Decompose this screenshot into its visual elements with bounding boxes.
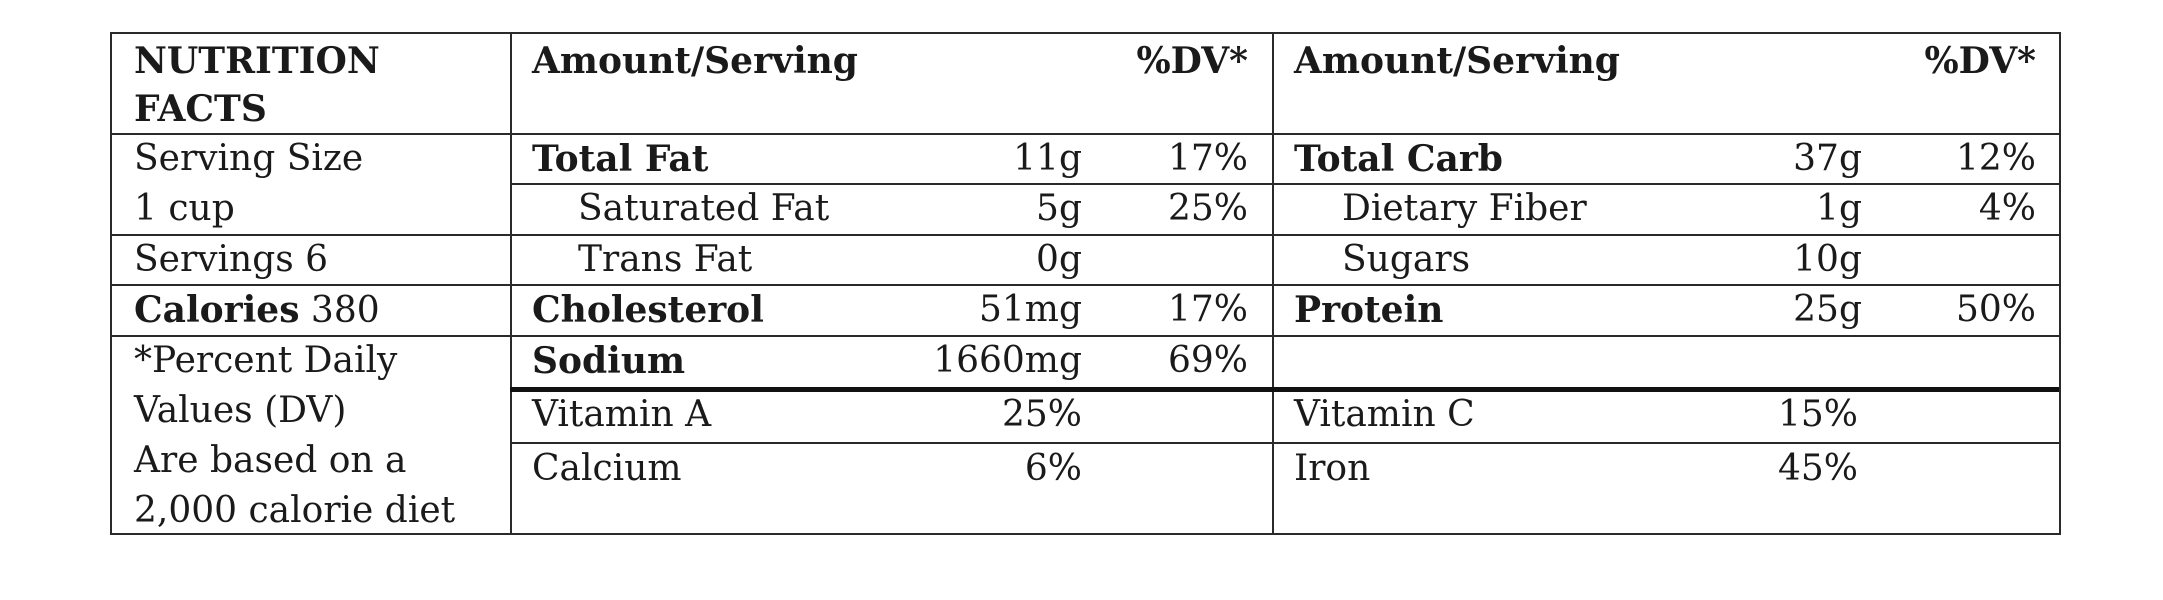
vitamin-a-label: Vitamin A (532, 394, 712, 435)
vitamin-c-value: 15% (1777, 394, 1858, 435)
calories: Calories 380 (134, 285, 380, 336)
sodium-amount: 1660mg (933, 340, 1082, 381)
iron-label: Iron (1294, 448, 1371, 489)
footnote-line-4: 2,000 calorie diet (134, 490, 456, 531)
footnote-line-2: Values (DV) (134, 390, 347, 431)
dietary-fiber-dv: 4% (1978, 188, 2036, 229)
right-header-dv: %DV* (1924, 40, 2036, 82)
dietary-fiber-label: Dietary Fiber (1342, 188, 1587, 229)
sodium-dv: 69% (1167, 340, 1248, 381)
vitamins-thick-divider (510, 387, 2059, 392)
row-divider (510, 442, 2059, 444)
total-carb-amount: 37g (1793, 138, 1862, 179)
sugars-label: Sugars (1342, 239, 1471, 280)
sugars-amount: 10g (1793, 239, 1862, 280)
serving-size-label: Serving Size (134, 138, 364, 179)
protein-label: Protein (1294, 289, 1444, 331)
total-carb-dv: 12% (1955, 138, 2036, 179)
sodium-label: Sodium (532, 340, 686, 382)
total-fat-label: Total Fat (532, 138, 709, 180)
footnote-line-3: Are based on a (134, 440, 407, 481)
saturated-fat-label: Saturated Fat (578, 188, 830, 229)
footnote-line-1: *Percent Daily (134, 340, 398, 381)
saturated-fat-dv: 25% (1167, 188, 1248, 229)
cholesterol-label: Cholesterol (532, 289, 764, 331)
trans-fat-label: Trans Fat (578, 239, 753, 280)
cholesterol-dv: 17% (1167, 289, 1248, 330)
total-fat-dv: 17% (1167, 138, 1248, 179)
servings: Servings 6 (134, 239, 329, 280)
right-header-amount: Amount/Serving (1294, 40, 1620, 82)
vitamin-a-value: 25% (1001, 394, 1082, 435)
dietary-fiber-amount: 1g (1816, 188, 1862, 229)
protein-dv: 50% (1955, 289, 2036, 330)
title-facts: FACTS (134, 88, 267, 130)
iron-value: 45% (1777, 448, 1858, 489)
total-fat-amount: 11g (1013, 138, 1082, 179)
calories-value: 380 (299, 290, 380, 331)
calcium-value: 6% (1024, 448, 1082, 489)
column-divider-mid (1272, 34, 1274, 533)
row-divider (112, 335, 2059, 337)
calcium-label: Calcium (532, 448, 682, 489)
trans-fat-amount: 0g (1036, 239, 1082, 280)
title-nutrition: NUTRITION (134, 40, 380, 82)
row-divider (112, 133, 2059, 135)
cholesterol-amount: 51mg (979, 289, 1082, 330)
serving-size-value: 1 cup (134, 188, 235, 229)
row-divider (510, 234, 2059, 236)
row-divider (510, 183, 2059, 185)
mid-header-dv: %DV* (1136, 40, 1248, 82)
mid-header-amount: Amount/Serving (532, 40, 858, 82)
column-divider-left (510, 34, 512, 533)
row-divider (112, 284, 2059, 286)
calories-label: Calories (134, 289, 300, 331)
saturated-fat-amount: 5g (1036, 188, 1082, 229)
protein-amount: 25g (1793, 289, 1862, 330)
total-carb-label: Total Carb (1294, 138, 1503, 180)
vitamin-c-label: Vitamin C (1294, 394, 1475, 435)
row-divider (112, 234, 510, 236)
nutrition-facts-table: NUTRITION FACTS Serving Size 1 cup Servi… (110, 32, 2061, 535)
